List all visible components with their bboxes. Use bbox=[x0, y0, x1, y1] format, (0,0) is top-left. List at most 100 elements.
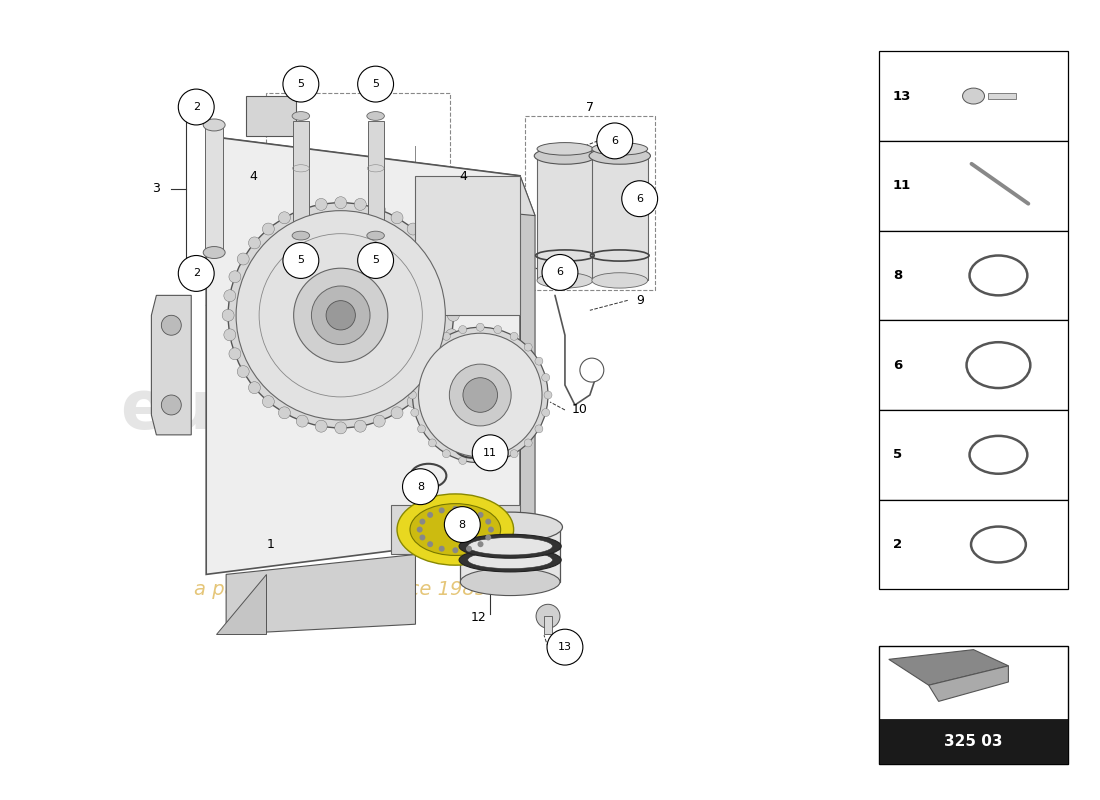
Circle shape bbox=[525, 439, 532, 447]
Circle shape bbox=[466, 507, 472, 514]
Circle shape bbox=[222, 310, 234, 322]
Circle shape bbox=[432, 366, 444, 378]
Circle shape bbox=[224, 329, 235, 341]
Circle shape bbox=[358, 66, 394, 102]
Polygon shape bbox=[928, 666, 1009, 702]
Text: 8: 8 bbox=[893, 269, 902, 282]
Circle shape bbox=[463, 378, 497, 412]
Polygon shape bbox=[217, 574, 266, 634]
Ellipse shape bbox=[366, 231, 384, 240]
Bar bbox=[206, 125, 223, 253]
Bar bbox=[989, 93, 1016, 99]
Text: 2: 2 bbox=[192, 269, 200, 278]
Circle shape bbox=[392, 212, 403, 224]
Circle shape bbox=[442, 450, 450, 458]
Ellipse shape bbox=[204, 246, 226, 258]
Ellipse shape bbox=[458, 512, 562, 542]
Text: 5: 5 bbox=[297, 255, 305, 266]
Ellipse shape bbox=[592, 273, 648, 288]
Ellipse shape bbox=[962, 88, 984, 104]
Circle shape bbox=[452, 547, 459, 554]
Text: 325 03: 325 03 bbox=[944, 734, 1003, 749]
Circle shape bbox=[410, 374, 419, 382]
Text: 5: 5 bbox=[297, 79, 305, 89]
Text: 6: 6 bbox=[557, 267, 563, 278]
Bar bbox=[460, 527, 560, 582]
Bar bbox=[879, 141, 1068, 230]
Circle shape bbox=[442, 332, 450, 340]
Ellipse shape bbox=[468, 538, 552, 555]
Polygon shape bbox=[416, 176, 520, 315]
Circle shape bbox=[580, 358, 604, 382]
Ellipse shape bbox=[537, 142, 593, 155]
Circle shape bbox=[525, 343, 532, 351]
Circle shape bbox=[432, 253, 444, 265]
Circle shape bbox=[236, 210, 446, 420]
Circle shape bbox=[238, 366, 250, 378]
Bar bbox=[525, 116, 654, 290]
Bar bbox=[390, 505, 520, 554]
Text: 10: 10 bbox=[572, 403, 587, 417]
Bar bbox=[879, 719, 1068, 764]
Bar bbox=[879, 646, 1068, 764]
Polygon shape bbox=[206, 136, 535, 216]
Polygon shape bbox=[889, 650, 1009, 686]
Circle shape bbox=[488, 526, 494, 533]
Bar bbox=[266, 93, 450, 262]
Circle shape bbox=[452, 506, 459, 512]
Ellipse shape bbox=[459, 534, 561, 558]
Circle shape bbox=[408, 391, 417, 399]
Ellipse shape bbox=[468, 551, 552, 569]
Circle shape bbox=[403, 469, 439, 505]
Circle shape bbox=[162, 315, 182, 335]
Text: 8: 8 bbox=[417, 482, 424, 492]
Circle shape bbox=[459, 457, 466, 465]
Circle shape bbox=[427, 542, 433, 547]
Ellipse shape bbox=[459, 548, 561, 572]
Polygon shape bbox=[206, 136, 520, 574]
Circle shape bbox=[354, 198, 366, 210]
Circle shape bbox=[249, 237, 261, 249]
Ellipse shape bbox=[592, 142, 648, 155]
Text: a passionate parts since 1985: a passionate parts since 1985 bbox=[195, 580, 487, 599]
Bar bbox=[879, 230, 1068, 320]
Circle shape bbox=[283, 242, 319, 278]
Circle shape bbox=[316, 420, 327, 432]
Circle shape bbox=[263, 223, 274, 235]
Circle shape bbox=[476, 458, 484, 466]
Text: 6: 6 bbox=[636, 194, 644, 204]
Circle shape bbox=[311, 286, 370, 345]
Ellipse shape bbox=[590, 147, 650, 164]
Circle shape bbox=[542, 254, 578, 290]
Bar bbox=[544, 616, 552, 634]
Ellipse shape bbox=[397, 494, 514, 565]
Circle shape bbox=[249, 382, 261, 394]
Circle shape bbox=[477, 542, 484, 547]
Bar bbox=[293, 121, 309, 235]
Text: 5: 5 bbox=[372, 79, 379, 89]
Text: 6: 6 bbox=[612, 136, 618, 146]
Circle shape bbox=[417, 526, 422, 533]
Circle shape bbox=[354, 420, 366, 432]
Circle shape bbox=[427, 512, 433, 518]
Bar bbox=[367, 121, 384, 235]
Circle shape bbox=[477, 512, 484, 518]
Circle shape bbox=[224, 290, 235, 302]
Circle shape bbox=[485, 534, 492, 541]
Circle shape bbox=[597, 123, 632, 159]
Circle shape bbox=[228, 202, 453, 428]
Circle shape bbox=[472, 435, 508, 470]
Circle shape bbox=[441, 271, 452, 282]
Circle shape bbox=[407, 223, 419, 235]
Ellipse shape bbox=[366, 112, 384, 120]
Circle shape bbox=[178, 89, 215, 125]
Polygon shape bbox=[520, 176, 535, 574]
Circle shape bbox=[418, 425, 426, 433]
Ellipse shape bbox=[537, 273, 593, 288]
Text: 13: 13 bbox=[558, 642, 572, 652]
Text: 11: 11 bbox=[893, 179, 911, 192]
Circle shape bbox=[263, 395, 274, 407]
Bar bbox=[879, 500, 1068, 590]
Circle shape bbox=[446, 329, 458, 341]
Polygon shape bbox=[227, 554, 416, 634]
